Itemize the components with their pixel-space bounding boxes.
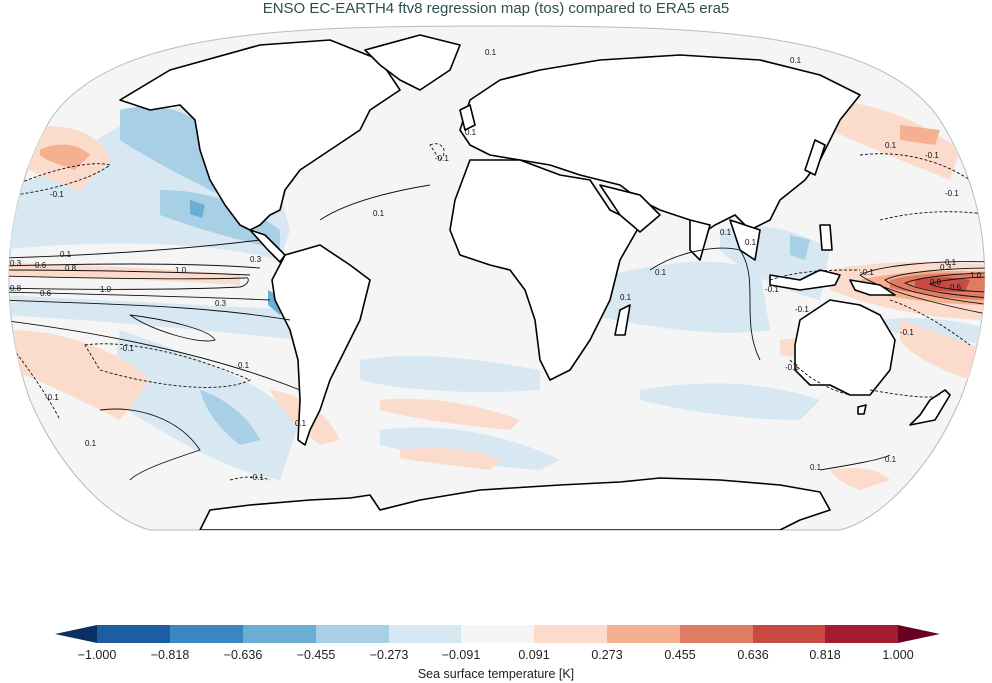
- svg-text:0.1: 0.1: [465, 128, 477, 137]
- tasmania: [857, 404, 867, 415]
- svg-text:0.3: 0.3: [10, 259, 22, 268]
- svg-text:0.1: 0.1: [373, 209, 385, 218]
- svg-text:-0.1: -0.1: [435, 154, 449, 163]
- eurasia: [459, 54, 861, 236]
- colorbar-tick: 0.455: [664, 648, 696, 662]
- svg-text:0.8: 0.8: [930, 278, 942, 287]
- north-america: [119, 39, 401, 231]
- greenland: [364, 34, 461, 91]
- new-guinea: [849, 279, 896, 296]
- colorbar-over-arrow: [898, 625, 940, 643]
- svg-text:-0.1: -0.1: [250, 473, 264, 482]
- colorbar-tick: 0.273: [591, 648, 623, 662]
- svg-text:0.1: 0.1: [238, 361, 250, 370]
- south-america: [271, 244, 371, 446]
- japan: [804, 139, 826, 176]
- colorbar-tick: −0.818: [150, 648, 190, 662]
- antarctica: [199, 477, 831, 530]
- svg-text:0.1: 0.1: [485, 48, 497, 57]
- svg-text:-0.1: -0.1: [45, 393, 59, 402]
- svg-text:-0.1: -0.1: [795, 305, 809, 314]
- svg-text:0.3: 0.3: [215, 299, 227, 308]
- svg-text:-0.1: -0.1: [925, 151, 939, 160]
- svg-text:0.1: 0.1: [745, 238, 757, 247]
- colorbar-tick: −0.273: [369, 648, 409, 662]
- svg-text:-0.1: -0.1: [50, 190, 64, 199]
- svg-text:-0.1: -0.1: [120, 344, 134, 353]
- colorbar-tick: 0.636: [737, 648, 769, 662]
- colorbar-tick: −1.000: [77, 648, 117, 662]
- india: [689, 219, 711, 261]
- svg-text:-0.1: -0.1: [860, 268, 874, 277]
- svg-text:0.1: 0.1: [295, 419, 307, 428]
- svg-text:0.1: 0.1: [945, 258, 957, 267]
- svg-text:0.1: 0.1: [655, 268, 667, 277]
- colorbar-tick: 1.000: [882, 648, 914, 662]
- colorbar-label: Sea surface temperature [K]: [417, 667, 575, 681]
- colorbar-tick: 0.091: [518, 648, 550, 662]
- colorbar-tick: 0.818: [809, 648, 841, 662]
- chart-title: ENSO EC-EARTH4 ftv8 regression map (tos)…: [262, 0, 730, 17]
- svg-text:0.1: 0.1: [60, 250, 72, 259]
- australia: [794, 299, 896, 396]
- se-asia: [729, 219, 761, 261]
- svg-text:1.0: 1.0: [970, 271, 982, 280]
- svg-text:0.1: 0.1: [720, 228, 732, 237]
- svg-text:-0.1: -0.1: [900, 328, 914, 337]
- svg-text:1.0: 1.0: [100, 285, 112, 294]
- svg-text:0.1: 0.1: [810, 463, 822, 472]
- svg-text:0.3: 0.3: [250, 255, 262, 264]
- svg-text:0.8: 0.8: [10, 284, 22, 293]
- svg-text:0.1: 0.1: [885, 141, 897, 150]
- indonesia: [769, 269, 841, 291]
- colorbar-ticks: −1.000 −0.818 −0.636 −0.455 −0.273 −0.09…: [0, 648, 992, 666]
- svg-text:0.6: 0.6: [40, 289, 52, 298]
- svg-text:0.3: 0.3: [940, 263, 952, 272]
- svg-text:0.1: 0.1: [790, 56, 802, 65]
- british-isles: [459, 104, 476, 131]
- svg-text:0.1: 0.1: [885, 455, 897, 464]
- svg-text:1.0: 1.0: [175, 266, 187, 275]
- madagascar: [614, 304, 631, 336]
- world-map: 0.1 0.3 0.6 0.8 1.0 0.8 0.6 1.0 0.3 0.3 …: [8, 25, 986, 531]
- new-zealand: [909, 389, 951, 426]
- svg-text:0.6: 0.6: [35, 261, 47, 270]
- svg-text:-0.1: -0.1: [945, 189, 959, 198]
- arabia: [599, 184, 661, 233]
- colorbar-tick: −0.636: [223, 648, 263, 662]
- svg-text:-0.1: -0.1: [785, 363, 799, 372]
- svg-text:0.1: 0.1: [85, 439, 97, 448]
- svg-text:-0.1: -0.1: [765, 285, 779, 294]
- svg-text:0.1: 0.1: [620, 293, 632, 302]
- svg-text:0.8: 0.8: [65, 264, 77, 273]
- philippines: [819, 224, 833, 251]
- colorbar-under-arrow: [55, 625, 97, 643]
- svg-text:0.6: 0.6: [950, 283, 962, 292]
- africa: [449, 159, 641, 381]
- colorbar: [55, 625, 940, 643]
- colorbar-tick: −0.091: [441, 648, 481, 662]
- colorbar-tick: −0.455: [296, 648, 336, 662]
